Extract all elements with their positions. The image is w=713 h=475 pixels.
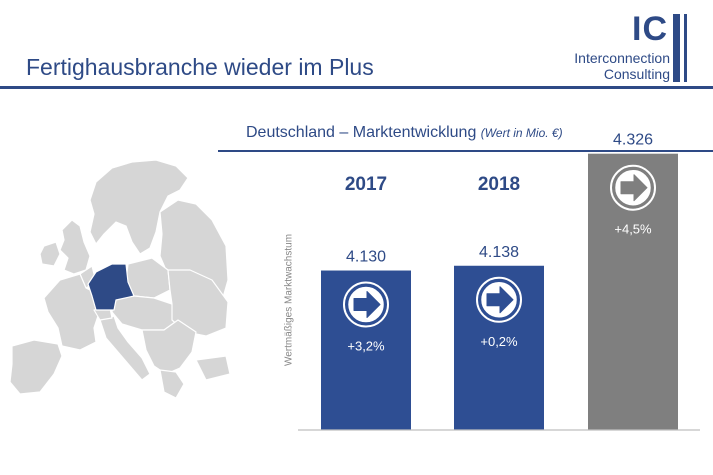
- growth-label-2019e: +4,5%: [614, 222, 652, 237]
- europe-map: [9, 160, 230, 399]
- company-logo: IC Interconnection Consulting: [548, 10, 698, 86]
- growth-label-2017: +3,2%: [347, 339, 385, 354]
- title-divider: [0, 86, 713, 89]
- growth-label-2018: +0,2%: [480, 334, 518, 349]
- value-label-2019e: 4.326: [613, 132, 653, 149]
- value-label-2018: 4.138: [479, 244, 519, 261]
- map-italy: [99, 315, 151, 381]
- logo-bar-thin: [684, 14, 687, 82]
- arrow-right-icon: [343, 281, 389, 328]
- map-greece: [159, 369, 185, 399]
- map-balkans: [141, 319, 197, 375]
- arrow-right-icon: [610, 164, 656, 211]
- chart-title: Deutschland – Marktentwicklung (Wert in …: [246, 124, 563, 142]
- map-france: [43, 273, 101, 351]
- value-label-2017: 4.130: [346, 249, 386, 266]
- arrow-right-icon: [476, 276, 522, 323]
- chart-title-divider: [218, 150, 713, 152]
- chart-title-unit: (Wert in Mio. €): [480, 126, 563, 140]
- map-ukraine: [167, 269, 229, 337]
- year-label-2017: 2017: [344, 174, 388, 195]
- chart-title-text: Deutschland – Marktentwicklung: [246, 124, 477, 141]
- year-label-2018: 2018: [477, 174, 521, 195]
- logo-text-line2: Consulting: [603, 66, 670, 82]
- map-iberia: [9, 339, 63, 395]
- logo-bar: [673, 14, 680, 82]
- logo-mark: IC: [632, 10, 668, 48]
- logo-text-line1: Interconnection: [574, 50, 670, 66]
- map-great-britain: [59, 219, 91, 275]
- map-ireland: [39, 241, 61, 267]
- map-turkey: [195, 355, 230, 381]
- map-scandinavia: [89, 160, 189, 255]
- page-title: Fertighausbranche wieder im Plus: [26, 54, 374, 80]
- map-germany: [87, 263, 135, 311]
